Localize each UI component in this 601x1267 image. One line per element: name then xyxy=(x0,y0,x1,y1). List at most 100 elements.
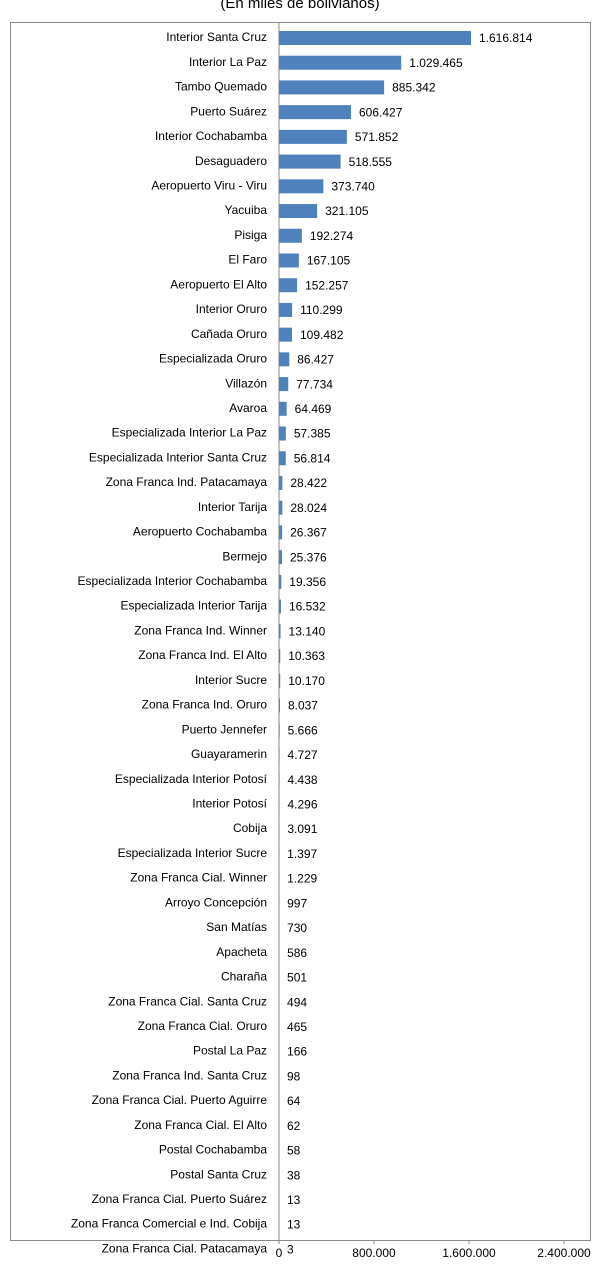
value-label: 8.037 xyxy=(288,699,318,713)
y-tick-label: El Faro xyxy=(228,253,267,267)
bar xyxy=(279,475,283,490)
y-tick-label: Postal Cochabamba xyxy=(159,1143,267,1157)
bar xyxy=(279,129,347,144)
bar xyxy=(279,723,280,738)
y-tick-label: San Matías xyxy=(206,920,267,934)
value-label: 166 xyxy=(287,1045,307,1059)
y-tick-label: Zona Franca Cial. El Alto xyxy=(134,1118,267,1132)
x-tick-label: 0 xyxy=(276,1246,283,1260)
y-tick-label: Charaña xyxy=(221,970,267,984)
bar xyxy=(279,228,302,243)
value-label: 1.616.814 xyxy=(479,31,533,45)
value-label: 518.555 xyxy=(349,155,393,169)
y-tick-label: Zona Franca Ind. Patacamaya xyxy=(106,475,268,489)
y-tick-label: Arroyo Concepción xyxy=(165,895,267,909)
y-tick-label: Tambo Quemado xyxy=(175,80,267,94)
y-tick-label: Cobija xyxy=(233,821,267,835)
value-label: 494 xyxy=(287,995,307,1009)
y-tick-label: Pisiga xyxy=(234,228,267,242)
value-label: 606.427 xyxy=(359,105,403,119)
y-tick-label: Postal La Paz xyxy=(193,1044,267,1058)
bar xyxy=(279,426,286,441)
y-tick-label: Guayaramerin xyxy=(191,747,267,761)
value-label: 109.482 xyxy=(300,328,344,342)
y-tick-label: Interior Santa Cruz xyxy=(166,30,267,44)
bar xyxy=(279,253,299,268)
y-tick-label: Interior La Paz xyxy=(189,55,267,69)
value-label: 10.170 xyxy=(288,674,325,688)
value-label: 3 xyxy=(287,1242,294,1256)
value-label: 571.852 xyxy=(355,130,399,144)
y-tick-label: Interior Potosí xyxy=(192,796,267,810)
value-label: 13.140 xyxy=(289,624,326,638)
value-label: 13 xyxy=(287,1218,301,1232)
value-label: 997 xyxy=(287,896,307,910)
value-label: 26.367 xyxy=(290,526,327,540)
y-tick-label: Zona Franca Cial. Puerto Aguirre xyxy=(92,1093,268,1107)
y-tick-label: Interior Oruro xyxy=(196,302,268,316)
bar xyxy=(279,105,352,120)
bar xyxy=(279,624,281,639)
value-label: 192.274 xyxy=(310,229,354,243)
value-label: 13 xyxy=(287,1193,301,1207)
y-tick-label: Especializada Interior Santa Cruz xyxy=(89,450,267,464)
y-tick-label: Zona Franca Cial. Puerto Suárez xyxy=(92,1192,267,1206)
bar xyxy=(279,352,290,367)
y-tick-label: Puerto Jennefer xyxy=(182,722,267,736)
bar xyxy=(279,550,283,565)
value-label: 501 xyxy=(287,971,307,985)
y-tick-label: Interior Cochabamba xyxy=(155,129,267,143)
value-label: 28.024 xyxy=(290,501,327,515)
bar xyxy=(279,451,286,466)
y-tick-label: Especializada Interior Cochabamba xyxy=(78,574,268,588)
bar xyxy=(279,154,341,169)
y-tick-label: Aeropuerto Cochabamba xyxy=(133,525,267,539)
y-tick-label: Bermejo xyxy=(222,549,267,563)
bar xyxy=(279,31,471,45)
bar xyxy=(279,698,280,713)
y-tick-label: Villazón xyxy=(225,376,267,390)
value-label: 730 xyxy=(287,921,307,935)
value-label: 167.105 xyxy=(307,254,351,268)
y-tick-label: Aeropuerto Viru - Viru xyxy=(151,178,267,192)
bar xyxy=(279,772,280,787)
y-tick-label: Desaguadero xyxy=(195,154,267,168)
value-label: 57.385 xyxy=(294,427,331,441)
y-tick-label: Zona Franca Cial. Patacamaya xyxy=(102,1241,268,1255)
value-label: 86.427 xyxy=(297,353,334,367)
y-tick-label: Aeropuerto El Alto xyxy=(170,277,267,291)
value-label: 4.727 xyxy=(288,748,318,762)
bar xyxy=(279,302,293,317)
value-label: 4.438 xyxy=(288,773,318,787)
value-label: 1.229 xyxy=(287,872,317,886)
value-label: 885.342 xyxy=(392,81,436,95)
y-tick-label: Cañada Oruro xyxy=(191,327,267,341)
y-tick-label: Yacuiba xyxy=(225,203,268,217)
y-tick-label: Zona Franca Cial. Winner xyxy=(130,871,267,885)
value-label: 1.397 xyxy=(287,847,317,861)
value-label: 64 xyxy=(287,1094,301,1108)
bar xyxy=(279,55,402,70)
y-tick-label: Puerto Suárez xyxy=(190,104,267,118)
value-label: 3.091 xyxy=(287,822,317,836)
plot-frame xyxy=(10,22,591,1241)
y-tick-label: Especializada Interior Potosí xyxy=(115,772,268,786)
bar xyxy=(279,525,283,540)
value-label: 152.257 xyxy=(305,278,349,292)
bar xyxy=(279,204,318,219)
chart-subtitle: (En miles de bolivianos) xyxy=(220,0,379,12)
value-label: 1.029.465 xyxy=(409,56,463,70)
value-label: 16.532 xyxy=(289,600,326,614)
y-tick-label: Zona Franca Ind. El Alto xyxy=(138,648,267,662)
bar xyxy=(279,574,282,589)
y-tick-label: Avaroa xyxy=(229,401,267,415)
bar xyxy=(279,179,324,194)
y-tick-label: Interior Sucre xyxy=(195,673,267,687)
value-label: 58 xyxy=(287,1144,301,1158)
bar xyxy=(279,673,281,688)
value-label: 10.363 xyxy=(288,649,325,663)
value-label: 56.814 xyxy=(294,451,331,465)
bar xyxy=(279,278,298,293)
bar xyxy=(279,327,293,342)
